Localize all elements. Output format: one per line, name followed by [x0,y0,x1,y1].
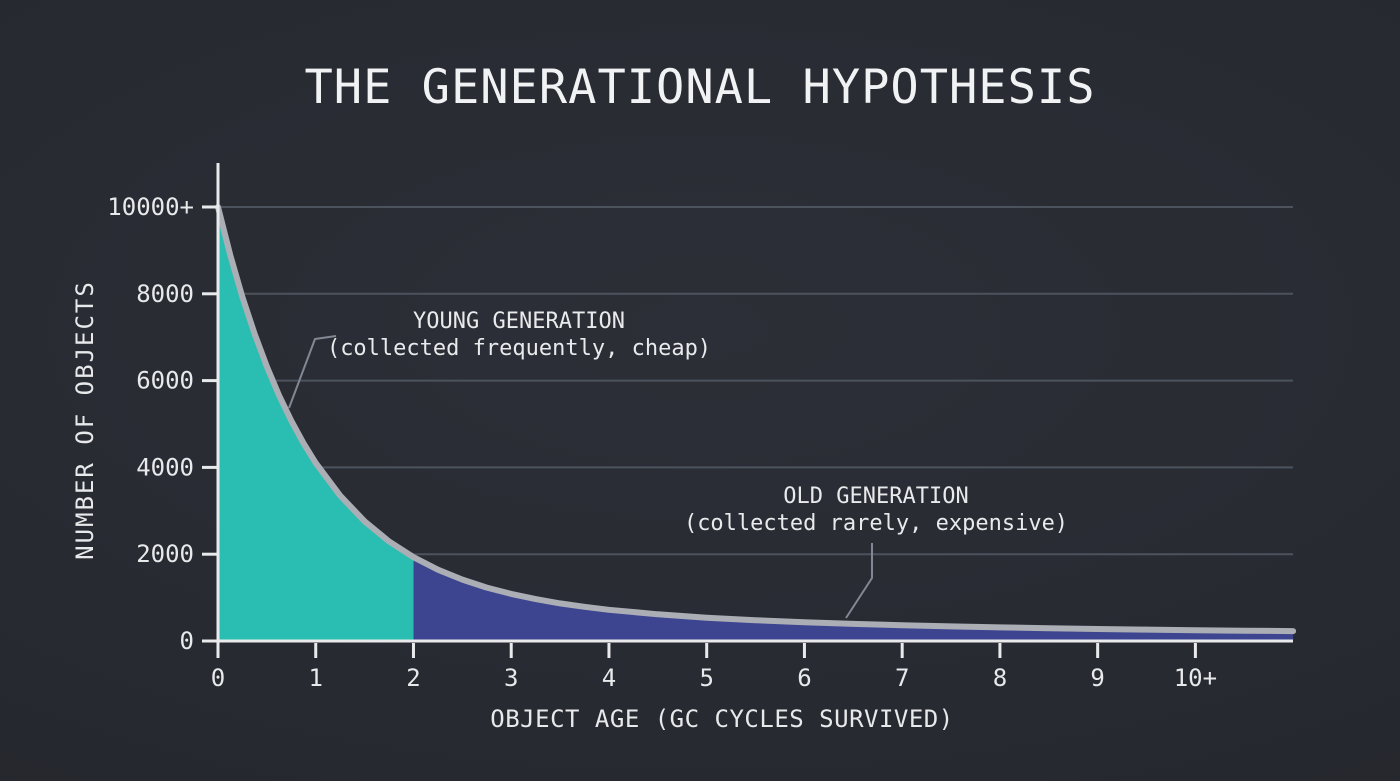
y-axis-title: NUMBER OF OBJECTS [71,280,99,560]
annotation-old-generation: OLD GENERATION (collected rarely, expens… [684,483,1068,537]
x-tick-label-1: 1 [309,664,323,692]
x-tick-label-6: 6 [797,664,811,692]
x-tick-label-9: 9 [1090,664,1104,692]
y-tick-label-6000: 6000 [136,367,194,395]
y-tick-label-2000: 2000 [136,540,194,568]
area-young-generation [218,207,414,641]
x-tick-label-4: 4 [602,664,616,692]
x-tick-label-3: 3 [504,664,518,692]
annotation-young-subtitle: (collected frequently, cheap) [326,336,712,361]
x-axis-title: OBJECT AGE (GC CYCLES SURVIVED) [490,705,954,733]
area-old-generation [413,557,1294,641]
annotation-old-subtitle: (collected rarely, expensive) [683,511,1069,536]
x-tick-label-7: 7 [895,664,909,692]
old-generation-leader-line [845,543,873,619]
x-tick-label-5: 5 [699,664,713,692]
annotation-young-title: YOUNG GENERATION [413,309,625,334]
survival-curve [215,204,1297,635]
y-tick-label-10000+: 10000+ [107,193,194,221]
annotation-young-generation: YOUNG GENERATION (collected frequently, … [327,308,711,362]
y-tick-label-0: 0 [180,627,194,655]
chart-title: THE GENERATIONAL HYPOTHESIS [304,60,1096,115]
y-tick-label-8000: 8000 [136,280,194,308]
annotation-old-title: OLD GENERATION [783,484,969,509]
y-tick-label-4000: 4000 [136,453,194,481]
young-generation-leader-line [288,335,337,409]
x-tick-label-8: 8 [993,664,1007,692]
x-tick-label-10+: 10+ [1174,664,1217,692]
x-tick-label-0: 0 [211,664,225,692]
x-tick-label-2: 2 [406,664,420,692]
